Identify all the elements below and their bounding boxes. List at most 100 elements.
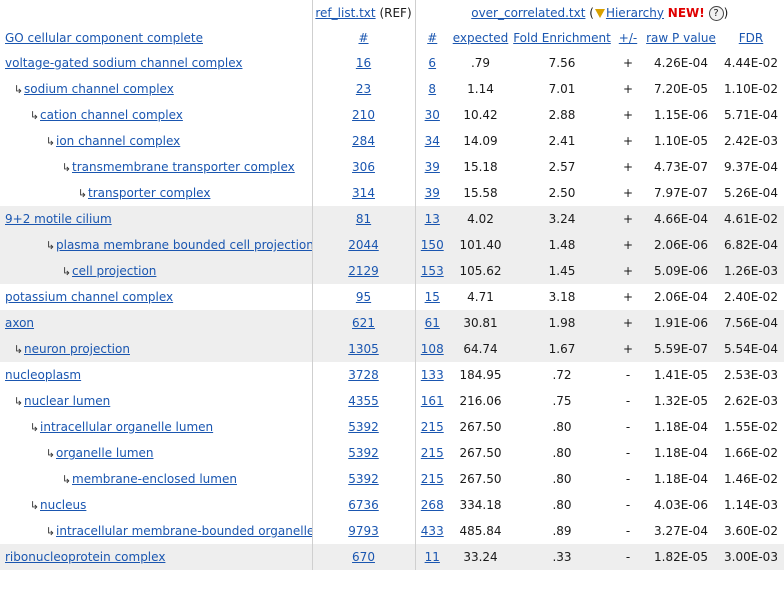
sort-expected-link[interactable]: expected	[452, 31, 509, 45]
ref-count-link[interactable]: 2129	[348, 264, 379, 278]
count-link[interactable]: 39	[424, 186, 440, 200]
term-link[interactable]: nucleoplasm	[5, 368, 82, 382]
term-link[interactable]: nucleus	[40, 498, 87, 512]
ref-count-link[interactable]: 5392	[348, 446, 379, 460]
sort-fold-link[interactable]: Fold Enrichment	[513, 31, 611, 45]
ref-count-link[interactable]: 2044	[348, 238, 379, 252]
ref-count-link[interactable]: 210	[352, 108, 375, 122]
count-link[interactable]: 215	[420, 472, 444, 486]
term-link[interactable]: ribonucleoprotein complex	[5, 550, 166, 564]
term-cell: ↳organelle lumen	[0, 440, 312, 466]
term-link[interactable]: voltage-gated sodium channel complex	[5, 56, 243, 70]
ref-count-link[interactable]: 314	[352, 186, 375, 200]
count-link[interactable]: 61	[424, 316, 440, 330]
term-link[interactable]: potassium channel complex	[5, 290, 174, 304]
ref-count-link[interactable]: 284	[352, 134, 375, 148]
ref-count-link[interactable]: 9793	[348, 524, 379, 538]
count-link[interactable]: 215	[420, 446, 444, 460]
sign-cell: +	[612, 258, 644, 284]
fold-enrichment-cell: 3.18	[548, 290, 576, 304]
term-link[interactable]: organelle lumen	[56, 446, 154, 460]
term-link[interactable]: nuclear lumen	[24, 394, 111, 408]
count-link[interactable]: 108	[420, 342, 444, 356]
sign-cell: -	[625, 524, 631, 538]
term-link[interactable]: membrane-enclosed lumen	[72, 472, 237, 486]
term-link[interactable]: sodium channel complex	[24, 82, 174, 96]
ref-count-link[interactable]: 5392	[348, 472, 379, 486]
term-link[interactable]: cation channel complex	[40, 108, 183, 122]
count-link[interactable]: 39	[424, 160, 440, 174]
help-icon[interactable]: ?	[708, 5, 724, 21]
ref-count-link[interactable]: 306	[352, 160, 375, 174]
count-link[interactable]: 153	[420, 264, 444, 278]
fold-enrichment-cell: 1.67	[512, 336, 612, 362]
ref-count-link[interactable]: 3728	[348, 368, 379, 382]
ref-count-link[interactable]: 95	[355, 290, 372, 304]
term-cell: ↳transporter complex	[0, 180, 312, 206]
ref-count-cell: 670	[311, 544, 415, 570]
count-link[interactable]: 268	[420, 498, 444, 512]
sign-cell: -	[625, 420, 631, 434]
expected-cell: 485.84	[459, 524, 502, 538]
count-link[interactable]: 133	[420, 368, 444, 382]
over-correlated-link[interactable]: over_correlated.txt	[471, 5, 586, 20]
count-link[interactable]: 433	[420, 524, 444, 538]
over-correlated-header: over_correlated.txt (Hierarchy NEW! ?)	[414, 0, 784, 26]
term-link[interactable]: transporter complex	[88, 186, 211, 200]
ref-list-link[interactable]: ref_list.txt	[315, 6, 376, 20]
count-cell: 215	[414, 440, 449, 466]
ref-count-cell: 284	[311, 128, 415, 154]
hierarchy-link[interactable]: Hierarchy	[605, 5, 664, 20]
ref-count-link[interactable]: 23	[355, 82, 372, 96]
count-link[interactable]: 11	[424, 550, 440, 564]
ref-count-link[interactable]: 6736	[348, 498, 379, 512]
count-link[interactable]: 161	[420, 394, 444, 408]
ref-count-link[interactable]: 670	[352, 550, 375, 564]
term-link[interactable]: intracellular organelle lumen	[40, 420, 214, 434]
count-cell: 6	[414, 50, 449, 76]
ref-count-link[interactable]: 4355	[348, 394, 379, 408]
term-link[interactable]: cell projection	[72, 264, 157, 278]
ref-count-link[interactable]: 81	[355, 212, 372, 226]
fold-enrichment-cell: .75	[552, 394, 572, 408]
sort-raw-p-link[interactable]: raw P value	[646, 31, 716, 45]
count-link[interactable]: 8	[428, 82, 437, 96]
sign-cell: +	[622, 108, 634, 122]
term-link[interactable]: intracellular membrane-bounded organelle	[56, 524, 312, 538]
raw-p-cell: 2.06E-06	[644, 232, 718, 258]
term-cell: ↳neuron projection	[0, 336, 312, 362]
term-link[interactable]: neuron projection	[24, 342, 130, 356]
count-cell: 34	[414, 128, 449, 154]
ref-count-link[interactable]: 1305	[348, 342, 379, 356]
expected-cell: 4.02	[449, 206, 512, 232]
count-link[interactable]: 13	[424, 212, 440, 226]
term-link[interactable]: plasma membrane bounded cell projection	[56, 238, 312, 252]
term-link[interactable]: ion channel complex	[56, 134, 181, 148]
ref-count-link[interactable]: 16	[355, 56, 372, 70]
term-link[interactable]: 9+2 motile cilium	[5, 212, 112, 226]
expected-cell: 105.62	[449, 258, 512, 284]
sort-ref-count-link[interactable]: #	[358, 31, 369, 45]
ref-count-link[interactable]: 621	[352, 316, 375, 330]
ref-count-link[interactable]: 5392	[348, 420, 379, 434]
term-link[interactable]: transmembrane transporter complex	[72, 160, 295, 174]
count-link[interactable]: 15	[424, 290, 440, 304]
count-link[interactable]: 30	[424, 108, 440, 122]
sort-sign-link[interactable]: +/-	[618, 31, 638, 45]
count-link[interactable]: 150	[420, 238, 444, 252]
term-cell: ↳plasma membrane bounded cell projection	[0, 232, 312, 258]
fdr-cell: 2.42E-03	[724, 134, 778, 148]
sort-fdr-link[interactable]: FDR	[738, 31, 764, 45]
count-link[interactable]: 215	[420, 420, 444, 434]
fdr-cell: 1.66E-02	[724, 446, 778, 460]
term-link[interactable]: axon	[5, 316, 35, 330]
ref-count-cell: 210	[311, 102, 415, 128]
hierarchy-arrow-icon: ↳	[61, 265, 71, 278]
count-link[interactable]: 34	[424, 134, 440, 148]
sort-count-link[interactable]: #	[427, 31, 438, 45]
fold-enrichment-cell: 2.50	[548, 186, 576, 200]
sign-cell: +	[622, 134, 634, 148]
count-link[interactable]: 6	[428, 56, 437, 70]
sort-term-link[interactable]: GO cellular component complete	[5, 31, 203, 45]
ref-count-cell: 621	[311, 310, 415, 336]
